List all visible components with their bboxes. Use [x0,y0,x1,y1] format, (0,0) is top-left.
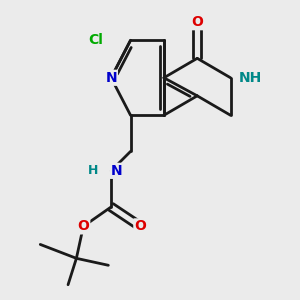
Text: N: N [105,71,117,85]
Text: NH: NH [238,71,262,85]
Text: H: H [88,164,98,177]
Text: O: O [77,219,89,233]
Text: Cl: Cl [88,33,103,47]
Text: O: O [134,219,146,233]
Text: O: O [191,15,203,29]
Text: N: N [110,164,122,178]
